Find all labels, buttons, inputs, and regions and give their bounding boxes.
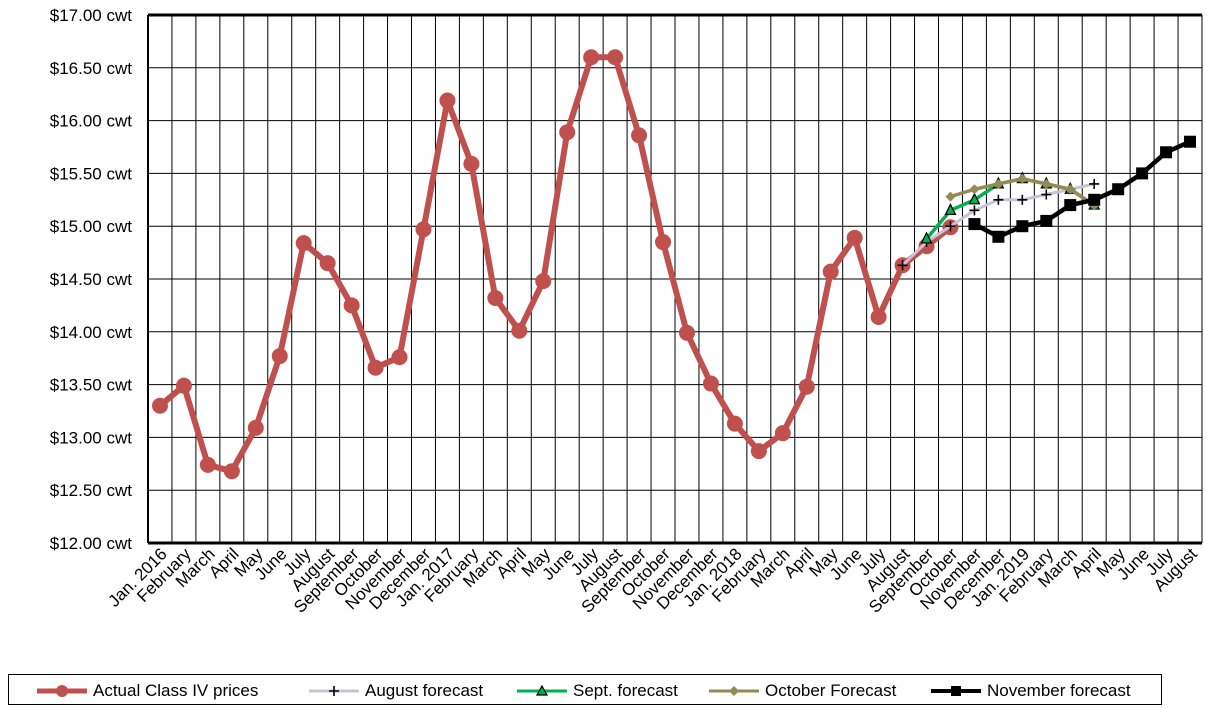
y-tick-label: $16.50 cwt (50, 59, 132, 78)
data-point (1017, 194, 1028, 205)
data-point (367, 359, 384, 376)
data-point (1160, 146, 1173, 159)
data-point (726, 415, 743, 432)
data-point (968, 192, 981, 205)
legend-item-actual: Actual Class IV prices (37, 675, 258, 706)
data-point (798, 378, 815, 395)
data-point (945, 221, 956, 232)
y-tick-label: $13.00 cwt (50, 428, 132, 447)
data-point (1065, 184, 1076, 195)
data-point (1112, 183, 1125, 196)
data-point (1136, 167, 1149, 180)
data-point (151, 397, 168, 414)
y-tick-label: $14.50 cwt (50, 270, 132, 289)
legend-item-august: August forecast (309, 675, 483, 706)
data-point (271, 348, 288, 365)
data-point (944, 203, 957, 215)
data-point (415, 221, 432, 238)
data-point (822, 263, 839, 280)
data-point (945, 191, 956, 202)
y-axis-tick-labels: $12.00 cwt $12.50 cwt $13.00 cwt $13.50 cwt… (50, 6, 132, 553)
data-point (993, 194, 1004, 205)
data-point (487, 290, 504, 307)
data-point (319, 255, 336, 272)
data-point (631, 127, 648, 144)
data-point (247, 419, 264, 436)
data-point (992, 230, 1005, 243)
data-point (343, 297, 360, 314)
y-tick-label: $16.00 cwt (50, 112, 132, 131)
data-point (1041, 178, 1052, 189)
data-point (391, 349, 408, 366)
data-point (295, 235, 312, 252)
legend-item-october: October Forecast (709, 675, 896, 706)
data-point (993, 178, 1004, 189)
legend-swatch-triangle (517, 684, 567, 696)
data-point (655, 234, 672, 251)
data-point (1184, 135, 1197, 148)
data-point (870, 309, 887, 326)
data-point (1016, 220, 1029, 233)
data-point (920, 231, 933, 244)
legend-label-october: October Forecast (765, 680, 897, 700)
data-point (1088, 193, 1101, 206)
data-point (175, 377, 192, 394)
legend-item-september: Sept. forecast (517, 675, 678, 706)
data-point (511, 322, 528, 339)
data-point (750, 443, 767, 460)
chart-legend: Actual Class IV prices August forecast S… (8, 674, 1162, 705)
data-point (1064, 199, 1077, 212)
data-point (969, 184, 980, 195)
y-tick-label: $14.00 cwt (50, 323, 132, 342)
legend-swatch-plus (309, 685, 359, 696)
series-4 (968, 135, 1197, 243)
series-lines (151, 49, 1197, 480)
data-point (607, 49, 624, 66)
data-point (199, 456, 216, 473)
y-tick-label: $13.50 cwt (50, 376, 132, 395)
legend-label-november: November forecast (987, 680, 1131, 700)
legend-label-august: August forecast (365, 680, 484, 700)
data-point (678, 324, 695, 341)
legend-label-actual: Actual Class IV prices (93, 680, 259, 700)
y-tick-label: $12.50 cwt (50, 481, 132, 500)
data-point (1041, 189, 1052, 200)
series-line (973, 139, 1191, 240)
data-point (774, 425, 791, 442)
y-tick-label: $17.00 cwt (50, 6, 132, 25)
legend-swatch-square (931, 685, 981, 696)
data-point (223, 463, 240, 480)
data-point (846, 229, 863, 246)
data-point (1040, 214, 1053, 227)
data-point (535, 273, 552, 290)
data-point (897, 260, 908, 271)
line-chart: $12.00 cwt $12.50 cwt $13.00 cwt $13.50 cwt… (50, 6, 1203, 617)
series-line (158, 54, 953, 475)
data-point (969, 205, 980, 216)
legend-label-september: Sept. forecast (573, 680, 678, 700)
data-point (1089, 178, 1100, 189)
data-point (968, 218, 981, 231)
y-tick-label: $15.50 cwt (50, 164, 132, 183)
x-axis-tick-labels: Jan. 2016FebruaryMarchAprilMayJuneJulyAu… (105, 544, 1201, 617)
data-point (583, 49, 600, 66)
legend-swatch-diamond (709, 685, 759, 696)
data-point (463, 155, 480, 172)
data-point (702, 375, 719, 392)
legend-swatch-circle (37, 684, 87, 697)
data-point (1017, 173, 1028, 184)
data-point (559, 124, 576, 141)
legend-item-november: November forecast (931, 675, 1131, 706)
y-tick-label: $15.00 cwt (50, 217, 132, 236)
data-point (439, 92, 456, 109)
y-tick-label: $12.00 cwt (50, 534, 132, 553)
